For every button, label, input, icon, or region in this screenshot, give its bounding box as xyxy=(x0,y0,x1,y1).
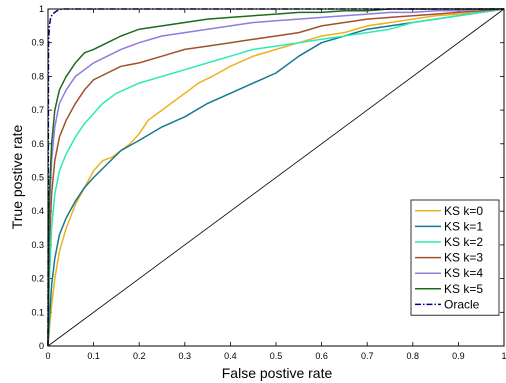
x-tick-label: 0 xyxy=(45,351,50,361)
y-tick-label: 0.7 xyxy=(31,105,44,115)
y-tick-label: 1 xyxy=(39,4,44,14)
legend-label: KS k=1 xyxy=(444,219,483,233)
series-line-ks-k-4 xyxy=(47,8,504,347)
x-tick-label: 0.3 xyxy=(179,351,192,361)
series-line-ks-k-1 xyxy=(47,8,505,347)
legend-label: KS k=4 xyxy=(444,266,483,280)
y-tick-label: 0.9 xyxy=(31,38,44,48)
series-line-ks-k-3 xyxy=(47,8,505,347)
x-tick-label: 0.8 xyxy=(407,351,420,361)
legend-label: Oracle xyxy=(444,297,480,311)
plot-frame xyxy=(47,8,505,347)
y-tick-label: 0.3 xyxy=(31,240,44,250)
x-tick-label: 0.4 xyxy=(224,351,237,361)
y-tick-label: 0.1 xyxy=(31,307,44,317)
x-tick-label: 0.2 xyxy=(133,351,146,361)
x-tick-label: 0.1 xyxy=(87,351,100,361)
x-tick-label: 1 xyxy=(501,351,506,361)
y-axis-label: True postive rate xyxy=(9,125,25,230)
y-tick-label: 0 xyxy=(39,341,44,351)
x-tick-label: 0.9 xyxy=(452,351,465,361)
y-tick-label: 0.2 xyxy=(31,274,44,284)
legend: KS k=0KS k=1 KS k=2 KS k=3KS k=4 KS k=5Orac… xyxy=(410,199,500,316)
series-line-ks-k-0 xyxy=(47,8,505,347)
legend-label: KS k=5 xyxy=(444,282,483,296)
x-axis-label: False postive rate xyxy=(222,365,333,381)
x-tick-label: 0.5 xyxy=(270,351,283,361)
y-tick-label: 0.4 xyxy=(31,206,44,216)
y-tick-label: 0.6 xyxy=(31,139,44,149)
y-tick-label: 0.8 xyxy=(31,71,44,81)
diagonal-reference-line xyxy=(47,8,505,347)
legend-label: KS k=0 xyxy=(444,204,483,218)
legend-label: KS k=2 xyxy=(444,235,483,249)
y-tick-label: 0.5 xyxy=(31,173,44,183)
x-tick-label: 0.6 xyxy=(315,351,328,361)
series-line-ks-k-2 xyxy=(47,8,505,347)
x-tick-label: 0.7 xyxy=(361,351,374,361)
legend-label: KS k=3 xyxy=(444,251,483,265)
